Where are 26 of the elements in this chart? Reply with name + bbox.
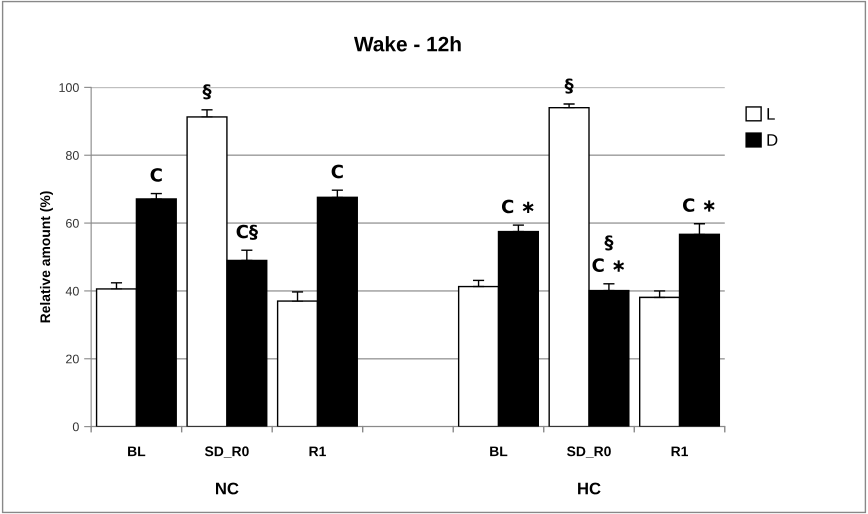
x-tick-label: SD_R0 [204,446,249,458]
y-tick-label: 20 [66,354,79,364]
data-label: § [564,78,574,94]
y-tick-label: 40 [66,286,79,296]
x-tick-label: R1 [309,446,326,456]
y-tick-label: 100 [59,83,79,92]
chart-title: Wake - 12h [354,36,461,52]
x-tick-label: SD_R0 [567,446,611,458]
data-label: C [332,164,343,178]
data-label: C§ [236,224,258,240]
y-tick-label: 80 [66,151,79,160]
x-tick-label: BL [128,446,146,456]
x-tick-label: R1 [672,446,688,456]
y-tick-label: 60 [66,218,79,228]
text: HC [578,482,601,494]
legend-label: D [767,134,778,146]
y-tick-label: 0 [72,422,79,432]
data-label: C [150,168,162,182]
data-label: C ∗ [683,198,715,212]
x-tick-label: BL [490,446,508,456]
y-axis-title: Relative amount (%) [40,191,53,322]
text: NC [216,482,238,494]
legend-label: L [767,108,775,120]
data-label: C ∗ [502,200,534,214]
data-label: § C ∗ [592,235,624,272]
data-label: § [202,84,212,100]
